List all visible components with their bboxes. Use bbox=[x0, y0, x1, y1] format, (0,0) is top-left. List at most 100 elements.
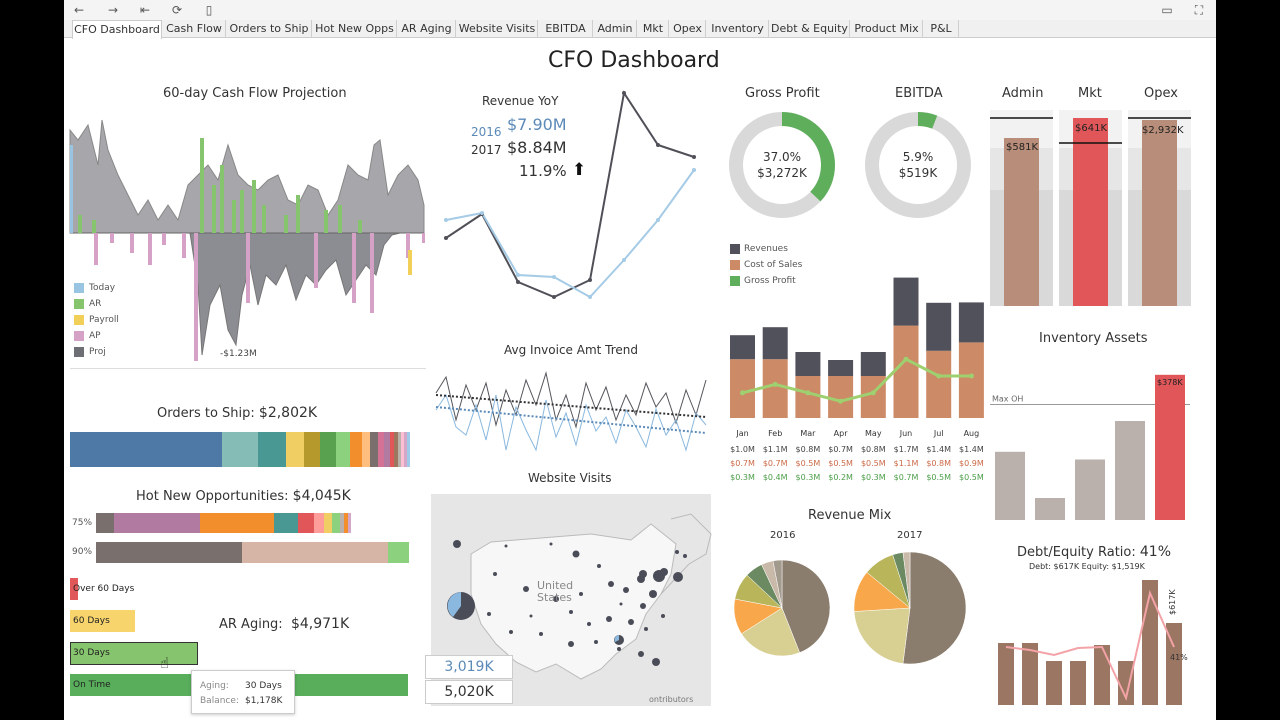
revenue-bar[interactable] bbox=[795, 352, 821, 376]
month-label: Jun bbox=[899, 429, 913, 438]
tab-mkt[interactable]: Mkt bbox=[638, 20, 669, 38]
revenue-mix-pie-2017[interactable] bbox=[853, 551, 967, 665]
revenue-label: $1.4M bbox=[926, 445, 951, 454]
cost-label: $0.9M bbox=[959, 459, 984, 468]
gross-profit-point bbox=[772, 381, 778, 387]
comment-icon[interactable]: ▭ bbox=[1161, 3, 1173, 17]
debt-equity-chart[interactable]: $617K 41% bbox=[994, 575, 1189, 705]
cost-label: $0.7M bbox=[763, 459, 788, 468]
gp-label: $0.7M bbox=[894, 473, 919, 482]
legend-ap-swatch bbox=[74, 331, 84, 341]
tab-cash-flow[interactable]: Cash Flow bbox=[163, 20, 226, 38]
orders-title-label: Orders to Ship: bbox=[157, 406, 255, 421]
aging-bar-over60[interactable] bbox=[70, 578, 78, 600]
cashflow-chart[interactable]: -$1.23M bbox=[69, 105, 426, 365]
revenue-bar[interactable] bbox=[762, 327, 788, 360]
aging-bar-30[interactable] bbox=[70, 642, 198, 665]
cost-bar[interactable] bbox=[828, 376, 854, 418]
tab-ebitda[interactable]: EBITDA bbox=[539, 20, 593, 38]
cost-bar[interactable] bbox=[958, 342, 984, 418]
inventory-bar[interactable] bbox=[1155, 374, 1185, 520]
inventory-bar[interactable] bbox=[995, 451, 1025, 520]
pie-slice[interactable] bbox=[853, 607, 911, 664]
aging-label-ontime: On Time bbox=[73, 680, 111, 690]
debt-title-label: Debt/Equity Ratio: bbox=[1017, 545, 1136, 560]
tab-orders-to-ship[interactable]: Orders to Ship bbox=[227, 20, 312, 38]
ebitda-pct: 5.9% bbox=[903, 150, 934, 164]
revenue-bar[interactable] bbox=[860, 352, 886, 376]
tab-website-visits[interactable]: Website Visits bbox=[457, 20, 538, 38]
tab-inventory[interactable]: Inventory bbox=[707, 20, 769, 38]
monthly-bar-chart[interactable]: Jan $1.0M $0.7M $0.3M Feb $1.1M $0.7M $0.4M Mar $… bbox=[718, 230, 984, 490]
cost-bar[interactable] bbox=[795, 376, 821, 418]
revenue-yoy-title: Revenue YoY bbox=[482, 94, 559, 108]
revenue-mix-pie-2016[interactable] bbox=[733, 559, 831, 657]
pie-slice[interactable] bbox=[772, 559, 783, 609]
opex-bullet-charts[interactable]: $581K $641K $2,932K bbox=[990, 110, 1191, 306]
pie-slice[interactable] bbox=[902, 551, 967, 665]
gross-profit-point bbox=[903, 356, 909, 362]
revenue-bar[interactable] bbox=[730, 335, 755, 360]
gp-label: $0.3M bbox=[730, 473, 755, 482]
aging-bar-60[interactable] bbox=[70, 610, 135, 632]
tab-admin[interactable]: Admin bbox=[594, 20, 637, 38]
revenue-yoy-chart[interactable] bbox=[444, 85, 704, 315]
refresh-icon[interactable]: ⟳ bbox=[171, 3, 183, 17]
opps-bars[interactable] bbox=[96, 513, 410, 563]
revenue-bar[interactable] bbox=[828, 360, 854, 376]
gross-profit-donut[interactable]: 37.0% $3,272K bbox=[727, 110, 837, 220]
inventory-bar[interactable] bbox=[1075, 459, 1105, 521]
orders-bar[interactable] bbox=[70, 432, 410, 467]
orders-value: $2,802K bbox=[258, 405, 318, 421]
pie-slice[interactable] bbox=[741, 607, 800, 657]
inventory-chart[interactable]: Max OH $378K bbox=[990, 350, 1190, 522]
legend-ap: AP bbox=[89, 331, 101, 341]
cost-bar[interactable] bbox=[730, 359, 755, 418]
legend-gp-swatch bbox=[730, 276, 740, 286]
cost-label: $0.8M bbox=[926, 459, 951, 468]
fullscreen-icon[interactable]: ⛶ bbox=[1194, 3, 1204, 17]
tab-product-mix[interactable]: Product Mix bbox=[851, 20, 923, 38]
gross-profit-point bbox=[805, 390, 811, 396]
tab-ar-aging[interactable]: AR Aging bbox=[398, 20, 456, 38]
cost-bar[interactable] bbox=[762, 359, 788, 418]
forward-icon[interactable]: → bbox=[107, 3, 119, 17]
tab-pl[interactable]: P&L bbox=[924, 20, 959, 38]
avg-invoice-chart[interactable] bbox=[434, 365, 708, 465]
legend-revenues: Revenues bbox=[744, 244, 788, 254]
revenue-label: $1.7M bbox=[894, 445, 919, 454]
pause-icon[interactable]: ▯ bbox=[205, 3, 213, 17]
first-icon[interactable]: ⇤ bbox=[139, 3, 151, 17]
revenue-bar[interactable] bbox=[893, 277, 919, 326]
ebitda-donut[interactable]: 5.9% $519K bbox=[863, 110, 973, 220]
revenue-label: $0.8M bbox=[861, 445, 886, 454]
tab-opex[interactable]: Opex bbox=[670, 20, 706, 38]
visits-2016-value: 3,019K bbox=[425, 655, 513, 679]
website-title: Website Visits bbox=[528, 471, 612, 485]
gross-profit-point bbox=[870, 390, 876, 396]
month-label: Jan bbox=[735, 429, 748, 438]
revenue-bar[interactable] bbox=[926, 302, 952, 351]
month-label: May bbox=[865, 429, 882, 438]
cost-label: $1.1M bbox=[894, 459, 919, 468]
revenue-bar[interactable] bbox=[958, 302, 984, 343]
revenue-label: $1.4M bbox=[959, 445, 984, 454]
pie-slice[interactable] bbox=[902, 551, 911, 609]
tab-debt-equity[interactable]: Debt & Equity bbox=[770, 20, 850, 38]
year-2017-label: 2017 bbox=[471, 143, 502, 157]
revenue-2016-value: $7.90M bbox=[507, 115, 567, 134]
inventory-bar[interactable] bbox=[1115, 421, 1145, 520]
back-icon[interactable]: ← bbox=[73, 3, 85, 17]
orders-title: Orders to Ship: $2,802K bbox=[157, 405, 317, 421]
tab-hot-new-opps[interactable]: Hot New Opps bbox=[313, 20, 397, 38]
opex-title: Opex bbox=[1144, 86, 1178, 101]
cashflow-payroll-bar bbox=[408, 250, 412, 275]
legend-cost-swatch bbox=[730, 260, 740, 270]
inventory-bar[interactable] bbox=[1035, 498, 1065, 520]
inventory-top-value: $378K bbox=[1157, 378, 1183, 387]
cost-bar[interactable] bbox=[926, 350, 952, 418]
tab-cfo-dashboard[interactable]: CFO Dashboard bbox=[72, 20, 162, 39]
pie-slice[interactable] bbox=[781, 559, 831, 653]
ebitda-value: $519K bbox=[899, 166, 939, 180]
cost-bar[interactable] bbox=[893, 325, 919, 418]
